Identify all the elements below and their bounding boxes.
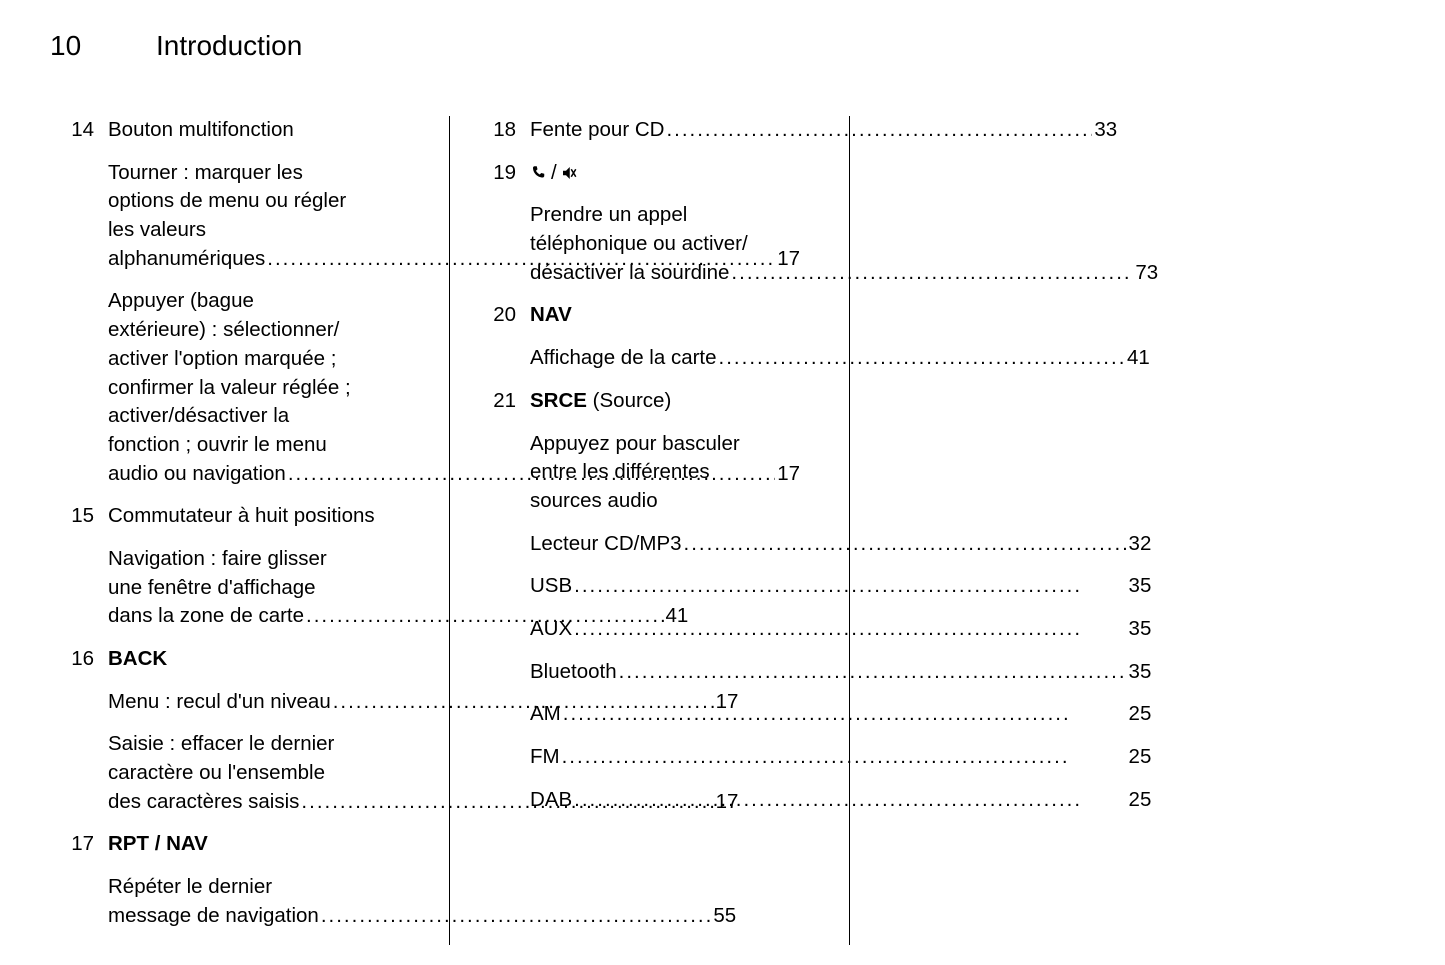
entry-number: 21 — [478, 387, 530, 815]
entry-line: Appuyez pour basculer — [530, 430, 1151, 459]
entry-sub: USB ....................................… — [530, 572, 1151, 601]
column-1: 14Bouton multifonctionTourner : marquer … — [50, 116, 450, 945]
toc-entry: 18Fente pour CD ........................… — [478, 116, 819, 145]
entry-text: dans la zone de carte — [108, 602, 304, 631]
page-ref: 33 — [1094, 116, 1117, 145]
dot-leader: ........................................… — [574, 572, 1126, 601]
page-ref: 73 — [1135, 259, 1158, 288]
page-ref: 25 — [1129, 700, 1152, 729]
columns-container: 14Bouton multifonctionTourner : marquer … — [50, 116, 1395, 945]
entry-title: SRCE (Source) — [530, 387, 1151, 416]
entry-text: Lecteur CD/MP3 — [530, 530, 682, 559]
phone-mute-icon: / — [530, 159, 1158, 188]
entry-line: entre les différentes — [530, 458, 1151, 487]
leader-row: Fente pour CD ..........................… — [530, 116, 1117, 145]
page-ref: 35 — [1129, 615, 1152, 644]
dot-leader: ........................................… — [666, 116, 1092, 145]
page-ref: 25 — [1129, 743, 1152, 772]
entry-text: DAB — [530, 786, 572, 815]
page-ref: 41 — [1127, 344, 1150, 373]
entry-body: / Prendre un appeltéléphonique ou activer… — [530, 159, 1158, 288]
entry-sub: FM .....................................… — [530, 743, 1151, 772]
entry-number: 15 — [56, 502, 108, 631]
dot-leader: ........................................… — [562, 743, 1127, 772]
entry-text: Menu : recul d'un niveau — [108, 688, 331, 717]
leader-row: AM .....................................… — [530, 700, 1151, 729]
entry-body: NAV Affichage de la carte ...............… — [530, 301, 1150, 372]
entry-text: AM — [530, 700, 561, 729]
entry-text: message de navigation — [108, 902, 319, 931]
dot-leader: ........................................… — [574, 615, 1126, 644]
dot-leader: ........................................… — [719, 344, 1126, 373]
entry-number: 19 — [478, 159, 530, 288]
entry-line: sources audio — [530, 487, 1151, 516]
entry-line: téléphonique ou activer/ — [530, 230, 1158, 259]
entry-number: 18 — [478, 116, 530, 145]
toc-entry: 14Bouton multifonctionTourner : marquer … — [56, 116, 419, 488]
entry-text: AUX — [530, 615, 572, 644]
entry-sub: Appuyez pour basculerentre les différent… — [530, 430, 1151, 516]
dot-leader: ........................................… — [731, 259, 1133, 288]
entry-sub: Prendre un appeltéléphonique ou activer/… — [530, 201, 1158, 287]
page-ref: 35 — [1129, 658, 1152, 687]
entry-text: Affichage de la carte — [530, 344, 717, 373]
page-number: 10 — [50, 30, 110, 62]
leader-row: Bluetooth ..............................… — [530, 658, 1151, 687]
entry-number: 16 — [56, 645, 108, 816]
entry-number: 14 — [56, 116, 108, 488]
dot-leader: ........................................… — [684, 530, 1127, 559]
leader-row: Affichage de la carte ..................… — [530, 344, 1150, 373]
entry-text: FM — [530, 743, 560, 772]
entry-sub: AM .....................................… — [530, 700, 1151, 729]
page-ref: 25 — [1129, 786, 1152, 815]
entry-text: alphanumériques — [108, 245, 265, 274]
leader-row: FM .....................................… — [530, 743, 1151, 772]
entry-sub: Affichage de la carte ..................… — [530, 344, 1150, 373]
toc-entry: 21SRCE (Source)Appuyez pour basculerentr… — [478, 387, 819, 815]
column-2: 18Fente pour CD ........................… — [450, 116, 850, 945]
section-title: Introduction — [156, 30, 302, 62]
entry-text: Bluetooth — [530, 658, 617, 687]
leader-row: désactiver la sourdine .................… — [530, 259, 1158, 288]
entry-sub: AUX ....................................… — [530, 615, 1151, 644]
dot-leader: ........................................… — [574, 786, 1126, 815]
page: 10 Introduction 14Bouton multifonctionTo… — [0, 0, 1445, 965]
entry-sub: DAB ....................................… — [530, 786, 1151, 815]
entry-text: désactiver la sourdine — [530, 259, 729, 288]
entry-title: NAV — [530, 301, 1150, 330]
leader-row: DAB ....................................… — [530, 786, 1151, 815]
entry-text: des caractères saisis — [108, 788, 299, 817]
toc-entry: 20NAVAffichage de la carte .............… — [478, 301, 819, 372]
page-header: 10 Introduction — [50, 30, 1395, 62]
dot-leader: ........................................… — [563, 700, 1127, 729]
dot-leader: ........................................… — [619, 658, 1127, 687]
entry-text: USB — [530, 572, 572, 601]
page-ref: 35 — [1129, 572, 1152, 601]
entry-number: 17 — [56, 830, 108, 930]
entry-text: audio ou navigation — [108, 460, 286, 489]
entry-body: SRCE (Source) Appuyez pour basculerentre … — [530, 387, 1151, 815]
entry-text: Fente pour CD — [530, 116, 664, 145]
leader-row: USB ....................................… — [530, 572, 1151, 601]
leader-row: Lecteur CD/MP3 .........................… — [530, 530, 1151, 559]
entry-body: Fente pour CD ..........................… — [530, 116, 1117, 145]
entry-number: 20 — [478, 301, 530, 372]
entry-sub: Lecteur CD/MP3 .........................… — [530, 530, 1151, 559]
entry-sub: Bluetooth ..............................… — [530, 658, 1151, 687]
leader-row: AUX ....................................… — [530, 615, 1151, 644]
toc-entry: 19/Prendre un appeltéléphonique ou activ… — [478, 159, 819, 288]
toc-entry: 16BACKMenu : recul d'un niveau .........… — [56, 645, 419, 816]
toc-entry: 15Commutateur à huit positionsNavigation… — [56, 502, 419, 631]
page-ref: 32 — [1129, 530, 1152, 559]
toc-entry: 17RPT / NAVRépéter le derniermessage de … — [56, 830, 419, 930]
entry-line: Prendre un appel — [530, 201, 1158, 230]
